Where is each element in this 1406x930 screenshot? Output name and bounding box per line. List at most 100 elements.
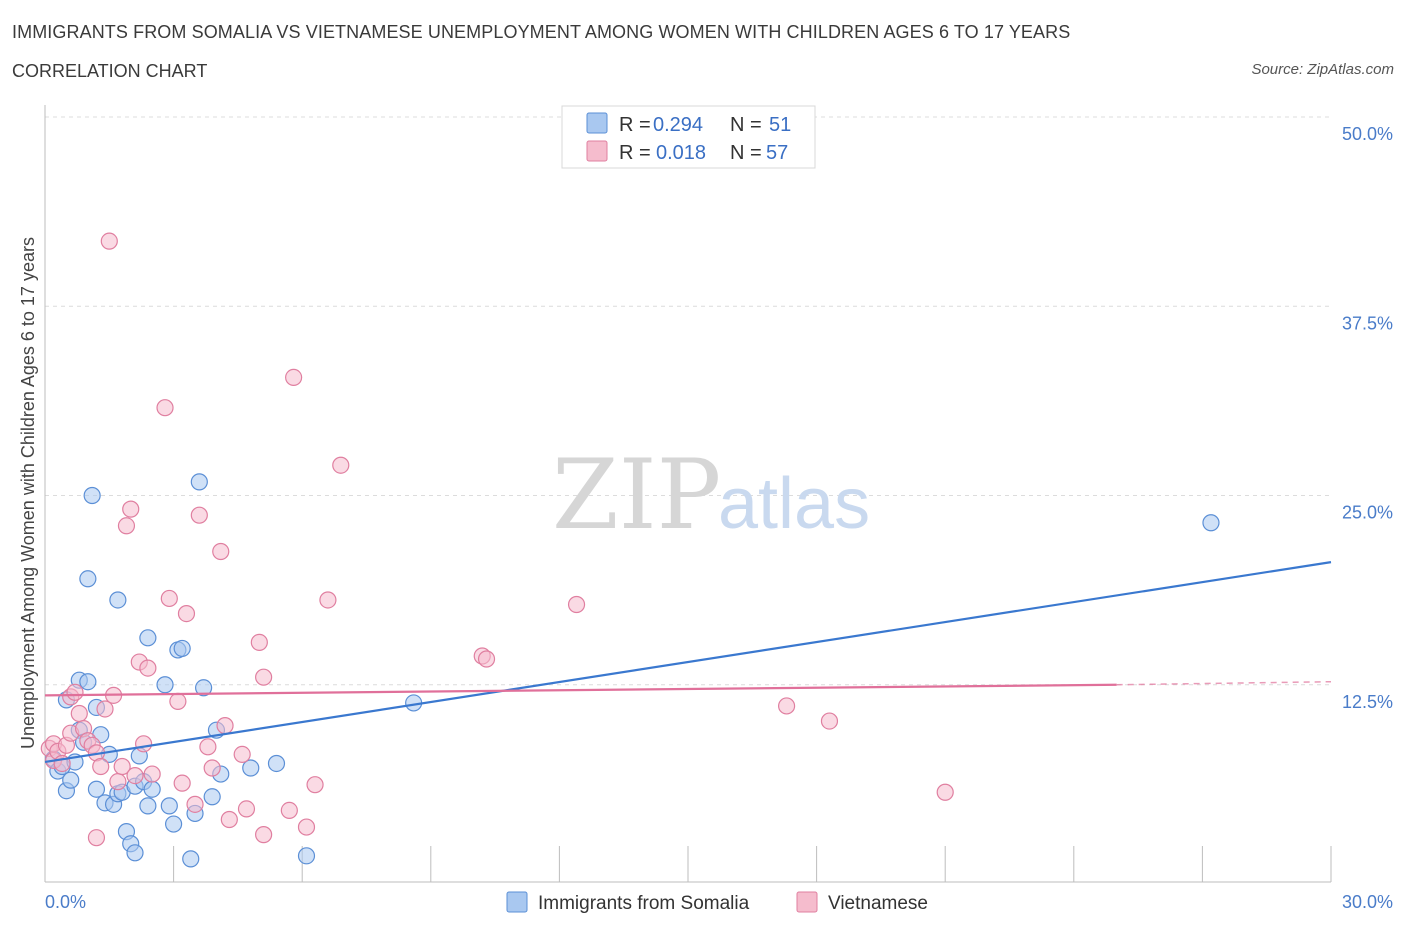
point-vietnamese-49: [319, 591, 337, 609]
point-vietnamese-30: [169, 692, 187, 711]
point-vietnamese-44: [255, 668, 273, 686]
point-vietnamese-8: [66, 683, 84, 701]
y-tick-label-0: 12.5%: [1342, 692, 1393, 712]
point-vietnamese-19: [109, 773, 127, 791]
point-somalia-28: [139, 797, 157, 815]
series-legend-swatch-vietnamese: [796, 891, 818, 913]
y-tick-labels: 12.5% 25.0% 37.5% 50.0%: [1342, 124, 1393, 712]
point-vietnamese-46: [285, 368, 303, 387]
y-tick-label-3: 50.0%: [1342, 124, 1393, 144]
gridlines: [45, 116, 1331, 686]
legend-r-value-vietnamese: 0.018: [656, 142, 706, 164]
point-vietnamese-14: [87, 829, 106, 847]
point-somalia-30: [143, 780, 161, 798]
legend-n-value-somalia: 51: [769, 114, 791, 136]
point-vietnamese-26: [139, 659, 157, 677]
series-legend-swatch-somalia: [506, 891, 528, 913]
trendline-vietnamese-extension: [1116, 680, 1332, 686]
watermark: ZIP atlas: [552, 439, 870, 551]
trend-lines: [44, 561, 1332, 764]
series-vietnamese-points: [40, 232, 954, 847]
point-vietnamese-42: [250, 633, 268, 651]
point-vietnamese-22: [122, 500, 140, 518]
point-vietnamese-37: [212, 542, 230, 561]
point-vietnamese-47: [297, 818, 316, 836]
point-vietnamese-16: [96, 700, 114, 718]
point-vietnamese-32: [177, 604, 196, 623]
trendline-somalia: [44, 561, 1332, 764]
point-somalia-5: [62, 771, 80, 789]
point-vietnamese-54: [777, 697, 796, 715]
point-somalia-39: [195, 679, 213, 697]
point-vietnamese-25: [134, 735, 153, 753]
point-somalia-35: [173, 639, 191, 658]
point-vietnamese-36: [203, 759, 221, 777]
point-somalia-43: [242, 759, 260, 777]
x-tick-labels: 0.0% 30.0%: [45, 892, 1393, 912]
point-vietnamese-28: [156, 399, 174, 417]
point-somalia-36: [182, 850, 200, 868]
chart-title: IMMIGRANTS FROM SOMALIA VS VIETNAMESE UN…: [12, 22, 1071, 42]
point-somalia-44: [267, 754, 286, 773]
point-vietnamese-40: [233, 745, 251, 763]
point-vietnamese-55: [820, 712, 839, 730]
point-vietnamese-20: [113, 757, 131, 776]
point-somalia-29: [139, 629, 157, 647]
stats-legend: R = 0.294 N = 51 R = 0.018 N = 57: [561, 105, 816, 169]
series-legend-label-vietnamese: Vietnamese: [828, 893, 928, 914]
chart-subtitle: CORRELATION CHART: [12, 61, 208, 81]
point-somalia-10: [79, 673, 97, 691]
point-vietnamese-17: [100, 232, 118, 250]
source-credit: Source: ZipAtlas.com: [1251, 61, 1394, 78]
legend-swatch-vietnamese: [586, 140, 608, 162]
point-vietnamese-35: [199, 738, 217, 756]
point-vietnamese-53: [567, 595, 586, 614]
point-somalia-25: [126, 844, 144, 862]
point-vietnamese-29: [160, 589, 178, 608]
point-somalia-20: [109, 591, 127, 609]
x-tick-label-0: 0.0%: [45, 892, 86, 912]
watermark-atlas: atlas: [718, 464, 870, 544]
point-vietnamese-48: [306, 776, 324, 794]
point-vietnamese-33: [186, 795, 204, 813]
point-somalia-33: [165, 815, 183, 833]
point-somalia-38: [190, 473, 208, 491]
point-somalia-32: [160, 797, 178, 815]
legend-n-label-somalia: N =: [730, 114, 762, 136]
point-somalia-12: [83, 486, 101, 505]
point-somalia-47: [1202, 514, 1220, 532]
point-vietnamese-43: [255, 826, 273, 844]
point-vietnamese-41: [237, 800, 256, 818]
series-legend-label-somalia: Immigrants from Somalia: [538, 893, 750, 914]
point-somalia-11: [79, 570, 97, 588]
series-legend: Immigrants from Somalia Vietnamese: [506, 891, 928, 914]
trendline-vietnamese: [44, 683, 1117, 697]
x-tick-label-1: 30.0%: [1342, 892, 1393, 912]
point-vietnamese-34: [190, 506, 208, 524]
legend-n-label-vietnamese: N =: [730, 142, 762, 164]
point-vietnamese-15: [92, 757, 110, 776]
point-somalia-40: [203, 788, 221, 806]
point-vietnamese-45: [280, 801, 298, 820]
point-somalia-13: [87, 780, 106, 798]
point-vietnamese-39: [220, 810, 238, 829]
legend-swatch-somalia: [586, 112, 608, 134]
point-somalia-45: [297, 847, 316, 865]
point-somalia-31: [156, 676, 174, 694]
point-vietnamese-56: [936, 783, 954, 801]
legend-r-label-vietnamese: R =: [619, 142, 651, 164]
y-tick-label-2: 37.5%: [1342, 313, 1393, 333]
watermark-zip: ZIP: [552, 439, 721, 551]
legend-n-value-vietnamese: 57: [766, 142, 788, 164]
point-vietnamese-50: [332, 456, 350, 474]
y-axis-label: Unemployment Among Women with Children A…: [18, 237, 38, 749]
point-vietnamese-21: [117, 517, 136, 535]
y-tick-label-1: 25.0%: [1342, 503, 1393, 523]
point-vietnamese-27: [143, 765, 161, 783]
point-vietnamese-52: [477, 650, 496, 668]
legend-r-label-somalia: R =: [619, 114, 651, 136]
point-vietnamese-9: [70, 704, 88, 723]
legend-r-value-somalia: 0.294: [653, 114, 703, 136]
point-vietnamese-31: [173, 774, 191, 792]
